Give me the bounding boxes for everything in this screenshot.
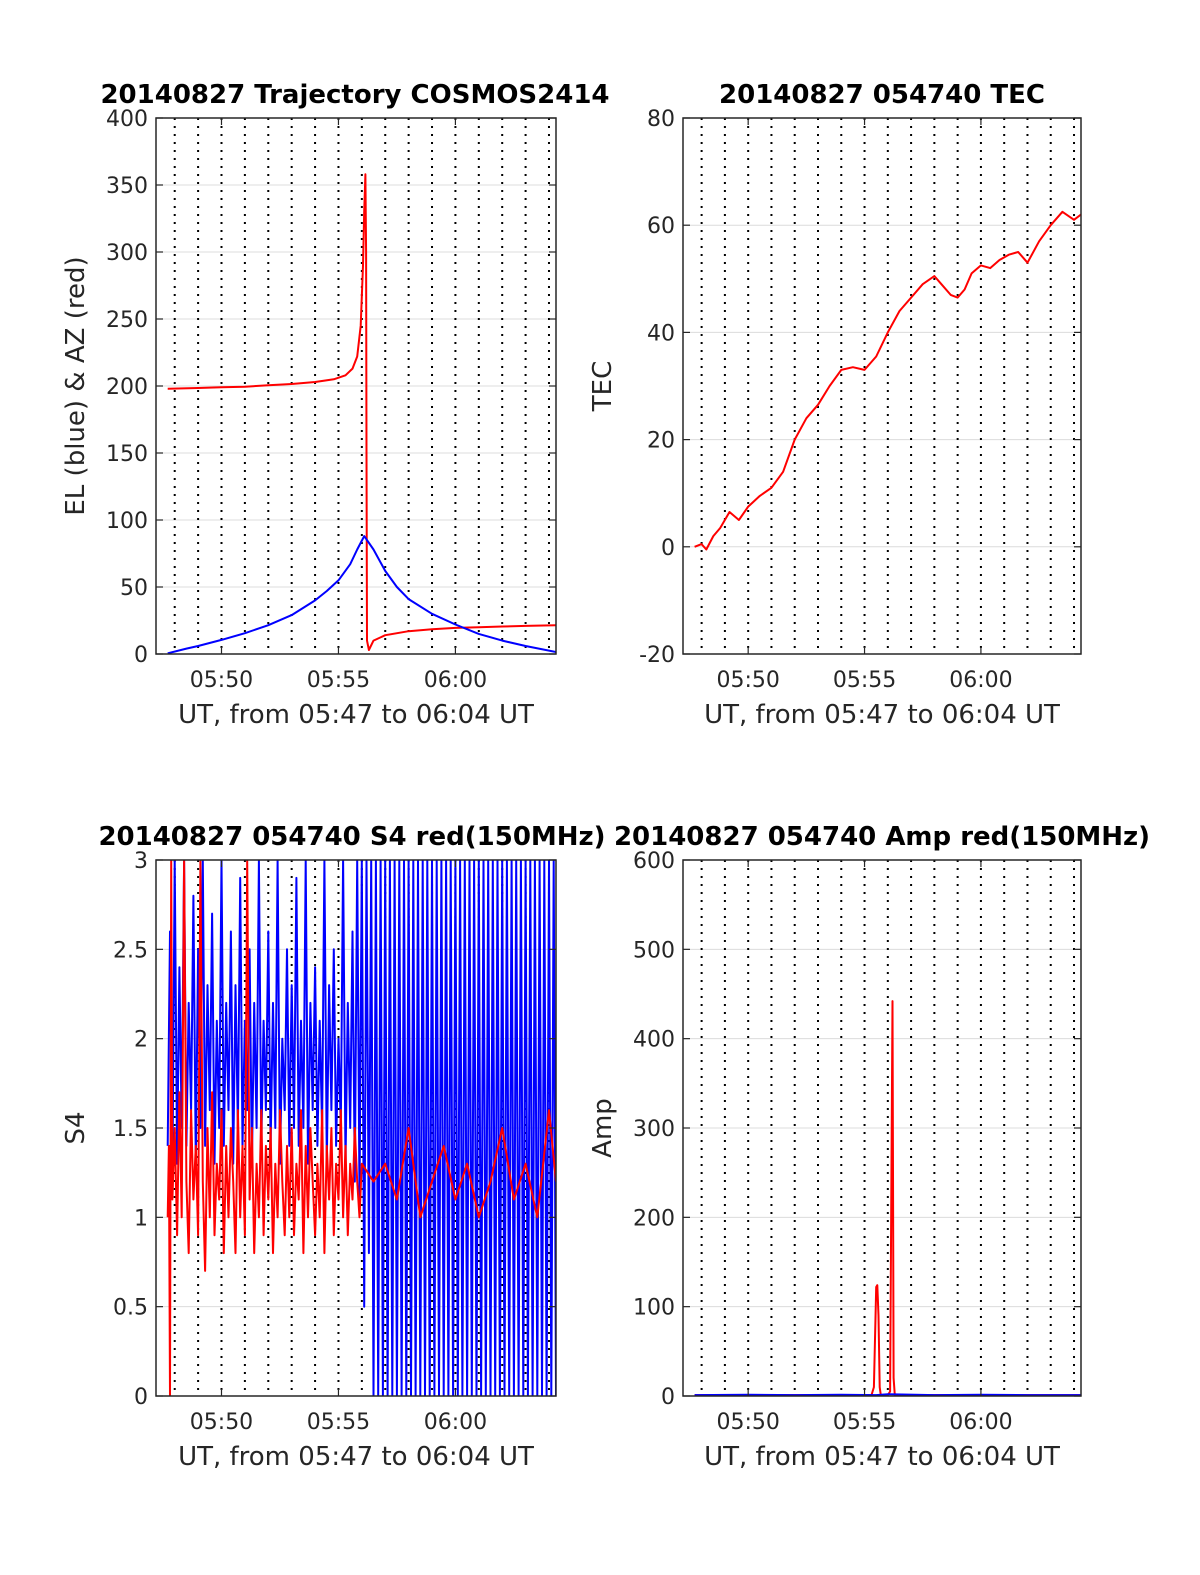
chart-title: 20140827 054740 TEC bbox=[719, 80, 1045, 110]
series-line-az bbox=[167, 173, 556, 651]
y-tick-label: 200 bbox=[633, 1206, 675, 1231]
x-axis-label: UT, from 05:47 to 06:04 UT bbox=[178, 700, 534, 730]
x-tick-label: 06:00 bbox=[949, 1410, 1012, 1435]
y-tick-label: 2.5 bbox=[113, 938, 148, 963]
y-tick-label: 0 bbox=[661, 1385, 675, 1410]
y-tick-label: 200 bbox=[106, 375, 148, 400]
chart-title: 20140827 Trajectory COSMOS2414 bbox=[100, 80, 609, 110]
y-axis-label: S4 bbox=[61, 1111, 91, 1144]
y-tick-label: 350 bbox=[106, 174, 148, 199]
y-tick-label: -20 bbox=[639, 643, 675, 668]
y-tick-label: 40 bbox=[647, 321, 675, 346]
x-axis-label: UT, from 05:47 to 06:04 UT bbox=[178, 1442, 534, 1472]
chart-title: 20140827 054740 S4 red(150MHz) bbox=[98, 822, 605, 852]
x-tick-label: 05:55 bbox=[833, 1410, 896, 1435]
y-tick-label: 250 bbox=[106, 308, 148, 333]
y-tick-label: 3 bbox=[134, 849, 148, 874]
y-tick-label: 2 bbox=[134, 1028, 148, 1053]
y-axis-label: TEC bbox=[588, 361, 618, 412]
x-tick-label: 06:00 bbox=[424, 668, 487, 693]
y-tick-label: 0 bbox=[661, 536, 675, 561]
series-line-s4_blue bbox=[166, 860, 556, 1396]
amp-panel: 0 100 200 300 400 500 600 05:50 05:55 06:00 201408… bbox=[588, 822, 1150, 1472]
y-tick-label: 0.5 bbox=[113, 1296, 148, 1321]
y-axis-label: EL (blue) & AZ (red) bbox=[61, 256, 91, 515]
y-tick-label: 50 bbox=[120, 576, 148, 601]
y-tick-label: 400 bbox=[633, 1028, 675, 1053]
x-tick-label: 05:55 bbox=[833, 668, 896, 693]
y-tick-label: 500 bbox=[633, 938, 675, 963]
y-tick-label: 20 bbox=[647, 429, 675, 454]
x-tick-label: 05:55 bbox=[307, 1410, 370, 1435]
series-line-tec bbox=[694, 210, 1081, 551]
plot-frame bbox=[682, 117, 1082, 655]
series-line-amp_blue bbox=[694, 1393, 1081, 1396]
series-line-s4_red bbox=[166, 860, 556, 1396]
chart-title: 20140827 054740 Amp red(150MHz) bbox=[614, 822, 1150, 852]
x-axis-label: UT, from 05:47 to 06:04 UT bbox=[704, 1442, 1060, 1472]
x-tick-label: 06:00 bbox=[949, 668, 1012, 693]
y-tick-label: 100 bbox=[633, 1296, 675, 1321]
y-tick-label: 400 bbox=[106, 107, 148, 132]
tec-panel: -20 0 20 40 60 80 05:50 05:55 06:00 20140827 0547… bbox=[588, 80, 1082, 730]
y-tick-label: 1 bbox=[134, 1206, 148, 1231]
x-axis-label: UT, from 05:47 to 06:04 UT bbox=[704, 700, 1060, 730]
y-tick-label: 60 bbox=[647, 214, 675, 239]
y-tick-label: 300 bbox=[106, 241, 148, 266]
y-tick-label: 80 bbox=[647, 107, 675, 132]
y-tick-label: 0 bbox=[134, 643, 148, 668]
x-tick-label: 05:50 bbox=[190, 668, 253, 693]
trajectory-panel: 0 50 100 150 200 250 300 350 400 05:50 05:55 06:00 2… bbox=[61, 80, 610, 730]
s4-panel: 0 0.5 1 1.5 2 2.5 3 05:50 05:55 06:00 20140827 054… bbox=[61, 822, 606, 1472]
x-tick-label: 05:50 bbox=[716, 668, 779, 693]
series-line-el bbox=[167, 535, 556, 654]
y-tick-label: 0 bbox=[134, 1385, 148, 1410]
series-line-amp_red bbox=[694, 1000, 1081, 1396]
x-tick-label: 05:50 bbox=[190, 1410, 253, 1435]
x-tick-label: 05:50 bbox=[716, 1410, 779, 1435]
x-tick-label: 06:00 bbox=[424, 1410, 487, 1435]
x-tick-label: 05:55 bbox=[307, 668, 370, 693]
y-tick-label: 1.5 bbox=[113, 1117, 148, 1142]
y-tick-label: 100 bbox=[106, 509, 148, 534]
y-tick-label: 600 bbox=[633, 849, 675, 874]
y-tick-label: 300 bbox=[633, 1117, 675, 1142]
y-tick-label: 150 bbox=[106, 442, 148, 467]
y-axis-label: Amp bbox=[588, 1098, 618, 1158]
